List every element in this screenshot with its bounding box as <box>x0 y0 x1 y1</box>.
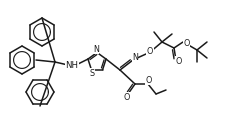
Text: O: O <box>146 76 152 85</box>
Text: O: O <box>147 47 153 56</box>
Text: O: O <box>124 92 130 102</box>
Text: O: O <box>183 39 190 47</box>
Text: S: S <box>90 69 95 78</box>
Text: NH: NH <box>66 61 78 70</box>
Text: N: N <box>93 45 99 54</box>
Text: O: O <box>176 56 182 66</box>
Text: N: N <box>132 52 138 61</box>
